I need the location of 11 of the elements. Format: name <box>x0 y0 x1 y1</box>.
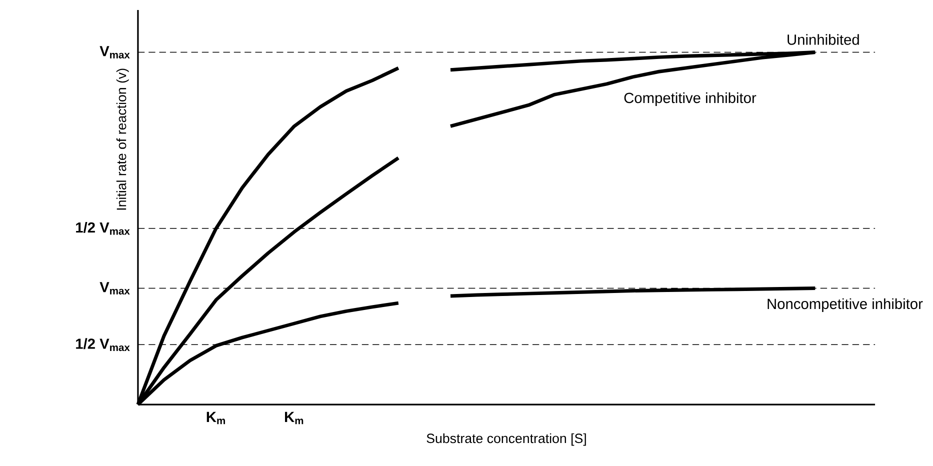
x-tick-label: K$_{m}$ <box>206 412 225 424</box>
ref-line-label: 1/2 V$_{max}$ <box>76 222 130 235</box>
ref-line-label: V$_{max}$ <box>100 282 130 294</box>
ref-line-label: V$_{max}$ <box>100 46 130 58</box>
series-label: Uninhibited <box>788 34 859 45</box>
y-axis-title: Initial rate of reaction (v) <box>116 68 129 210</box>
series-label: Noncompetitive inhibitor <box>768 298 923 312</box>
series-label: Competitive inhibitor <box>624 92 756 106</box>
x-tick-label: K$_{m}$ <box>285 412 304 424</box>
x-axis-title: Substrate concentration [S] <box>426 433 586 446</box>
ref-line-label: 1/2 V$_{max}$ <box>76 338 130 351</box>
